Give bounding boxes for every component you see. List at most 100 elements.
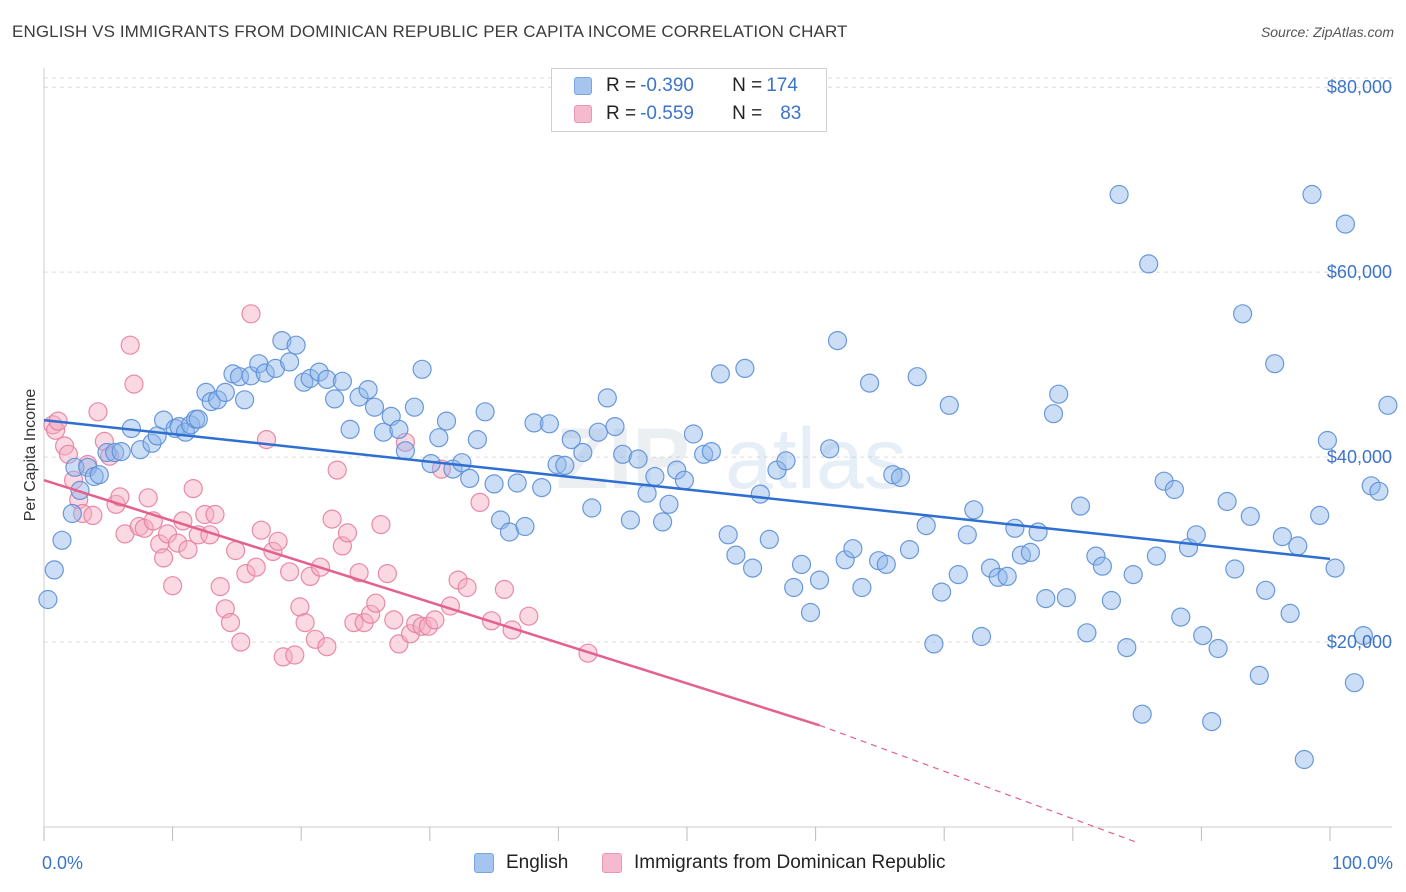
english-point xyxy=(916,515,936,536)
english-point xyxy=(809,570,830,590)
english-point xyxy=(111,442,131,462)
axes xyxy=(43,68,1392,841)
dominican-point xyxy=(241,304,261,324)
english-point xyxy=(784,577,804,598)
english-point xyxy=(97,442,117,463)
english-point xyxy=(1208,638,1228,659)
english-point xyxy=(1302,184,1322,205)
english-point xyxy=(130,440,150,460)
english-point xyxy=(62,503,82,524)
english-point xyxy=(997,566,1017,587)
trend-lines xyxy=(43,418,1331,844)
dominican-point xyxy=(400,624,421,644)
english-point xyxy=(1272,526,1293,547)
legend-n-value: 83 xyxy=(780,103,802,124)
english-point xyxy=(1232,304,1253,324)
english-point xyxy=(272,331,292,351)
english-point xyxy=(843,539,863,559)
dominican-point xyxy=(494,579,514,600)
dominican-point xyxy=(361,604,381,624)
english-point xyxy=(340,419,360,439)
english-point xyxy=(1288,536,1308,556)
dominican-point xyxy=(268,531,288,551)
english-point xyxy=(364,397,385,417)
english-point xyxy=(1325,558,1345,578)
english-point xyxy=(467,430,487,450)
english-point xyxy=(555,455,575,475)
english-point xyxy=(1186,525,1206,545)
legend-row-english: R = -0.390 N = 174 xyxy=(574,73,798,99)
english-point xyxy=(659,494,679,514)
english-trend-line xyxy=(43,418,1331,561)
english-point xyxy=(1256,580,1276,600)
dominican-point xyxy=(99,446,120,466)
dominican-trend-extension xyxy=(819,724,1139,844)
chart-title: ENGLISH VS IMMIGRANTS FROM DOMINICAN REP… xyxy=(12,22,848,41)
legend-item-dominican[interactable]: Immigrants from Dominican Republic xyxy=(602,852,946,874)
english-point xyxy=(1139,254,1159,274)
dominican-point xyxy=(327,460,347,480)
english-point xyxy=(1171,607,1191,627)
english-point xyxy=(44,560,64,580)
english-point xyxy=(561,430,581,450)
y-tick-label: $80,000 xyxy=(1327,77,1392,97)
english-point xyxy=(776,451,796,471)
english-point xyxy=(1154,471,1174,491)
english-point xyxy=(208,390,228,410)
english-point xyxy=(852,577,872,598)
english-point xyxy=(1043,404,1064,424)
english-point xyxy=(835,550,855,570)
english-point xyxy=(718,525,738,545)
english-point xyxy=(309,362,329,382)
x-tick-labels: 0.0% 100.0% xyxy=(42,853,1393,873)
legend-item-english[interactable]: English xyxy=(474,852,568,874)
dominican-point xyxy=(470,492,490,512)
english-point xyxy=(948,564,968,585)
y-tick-label: $60,000 xyxy=(1327,262,1392,282)
english-point xyxy=(694,444,714,464)
english-point xyxy=(1117,637,1137,658)
english-point xyxy=(1056,588,1077,608)
y-tick-label: $40,000 xyxy=(1327,447,1392,467)
dominican-point xyxy=(371,514,391,535)
dominican-point xyxy=(220,612,241,633)
legend-n-label: N = xyxy=(732,75,763,96)
english-point xyxy=(883,465,903,485)
dominican-point xyxy=(295,612,315,633)
dominican-point xyxy=(231,632,251,652)
english-point xyxy=(1294,749,1314,770)
english-point xyxy=(620,510,641,530)
english-point xyxy=(971,626,992,647)
english-point xyxy=(628,449,648,469)
english-point xyxy=(265,358,286,378)
english-point xyxy=(105,442,125,463)
english-point xyxy=(1123,564,1143,585)
english-point xyxy=(196,382,216,402)
x-tick-label: 0.0% xyxy=(42,853,83,873)
english-point xyxy=(1317,430,1338,451)
english-point xyxy=(645,466,665,487)
english-point xyxy=(964,500,984,520)
english-point xyxy=(429,428,449,448)
dominican-point xyxy=(344,612,364,633)
dominican-point xyxy=(280,562,300,582)
english-point xyxy=(827,331,848,351)
english-point xyxy=(1005,518,1025,538)
english-point xyxy=(735,358,755,378)
english-point xyxy=(325,389,345,409)
english-point xyxy=(597,388,617,408)
english-point xyxy=(1369,481,1389,501)
english-point xyxy=(241,366,261,386)
english-point xyxy=(750,484,770,504)
english-point xyxy=(358,380,378,400)
dominican-point xyxy=(210,576,230,597)
legend-r-value: -0.390 xyxy=(640,75,694,96)
dominican-point xyxy=(377,563,397,584)
english-point xyxy=(652,512,673,532)
english-point xyxy=(507,473,527,493)
legend-r-value: -0.559 xyxy=(640,103,694,124)
english-point xyxy=(436,411,457,431)
dominican-point xyxy=(88,402,108,422)
english-point xyxy=(1020,542,1041,563)
correlation-legend: R = -0.390 N = 174 R = -0.559 N = 83 xyxy=(551,68,827,132)
